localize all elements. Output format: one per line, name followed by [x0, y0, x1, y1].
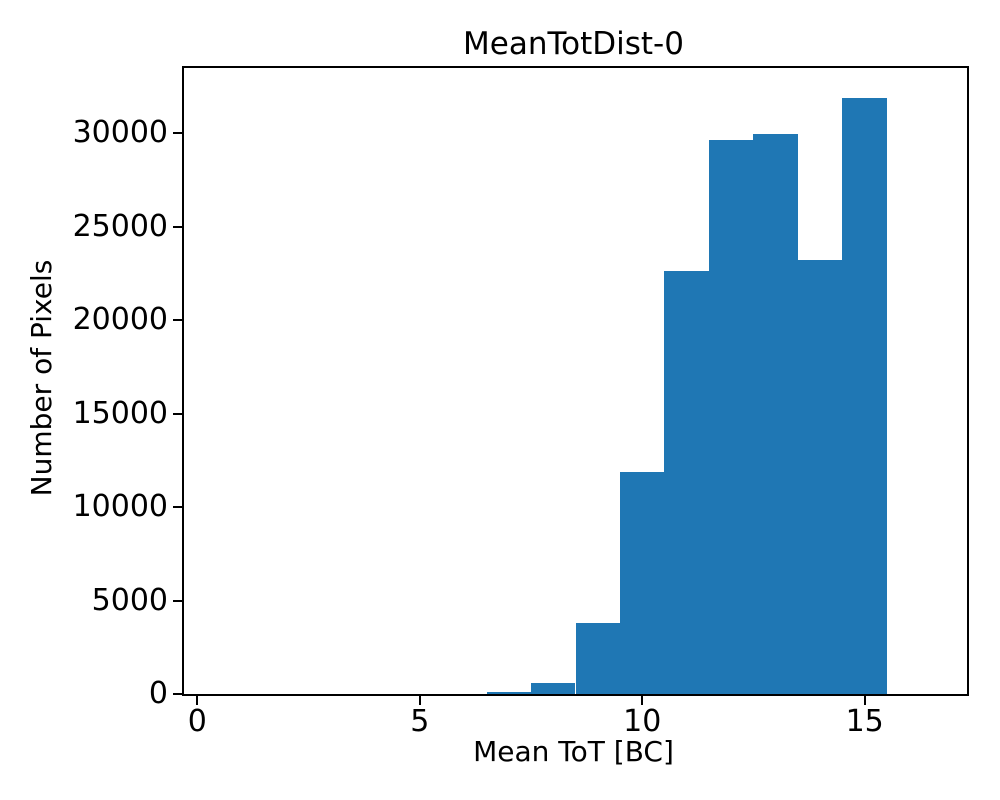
x-tick-mark [196, 696, 199, 705]
x-tick-label: 5 [410, 704, 430, 739]
histogram-bar [797, 259, 843, 694]
histogram-bar [486, 691, 531, 694]
x-axis-label: Mean ToT [BC] [473, 735, 674, 768]
y-tick-mark [173, 319, 182, 322]
x-tick-label: 0 [187, 704, 207, 739]
x-tick-label: 15 [845, 704, 884, 739]
histogram-bar [708, 139, 754, 694]
y-tick-label: 15000 [72, 395, 168, 431]
y-tick-mark [173, 132, 182, 135]
x-tick-mark [863, 696, 866, 705]
y-tick-label: 25000 [72, 208, 168, 244]
y-tick-mark [173, 599, 182, 602]
y-tick-mark [173, 693, 182, 695]
y-tick-mark [173, 506, 182, 509]
y-tick-mark [173, 225, 182, 228]
x-tick-mark [418, 696, 421, 705]
y-tick-mark [173, 412, 182, 415]
y-tick-label: 30000 [72, 115, 168, 151]
y-tick-label: 10000 [72, 489, 168, 525]
x-tick-mark [641, 696, 644, 705]
histogram-bar [664, 270, 709, 694]
histogram-bar [575, 623, 620, 694]
histogram-bar [842, 98, 887, 694]
plot-area: 0 5 10 15 0 5000 10000 15000 20000 25000 30000 [73, 66, 969, 738]
y-tick-label: 20000 [72, 302, 168, 338]
histogram-bar [619, 471, 665, 694]
chart-title: MeanTotDist-0 [463, 26, 684, 62]
histogram-bar [753, 134, 798, 694]
y-axis-label: Number of Pixels [25, 259, 58, 497]
histogram-bar [531, 682, 576, 694]
y-tick-label: 5000 [91, 582, 168, 618]
y-tick-label: 0 [148, 676, 168, 711]
x-tick-label: 10 [623, 704, 662, 739]
